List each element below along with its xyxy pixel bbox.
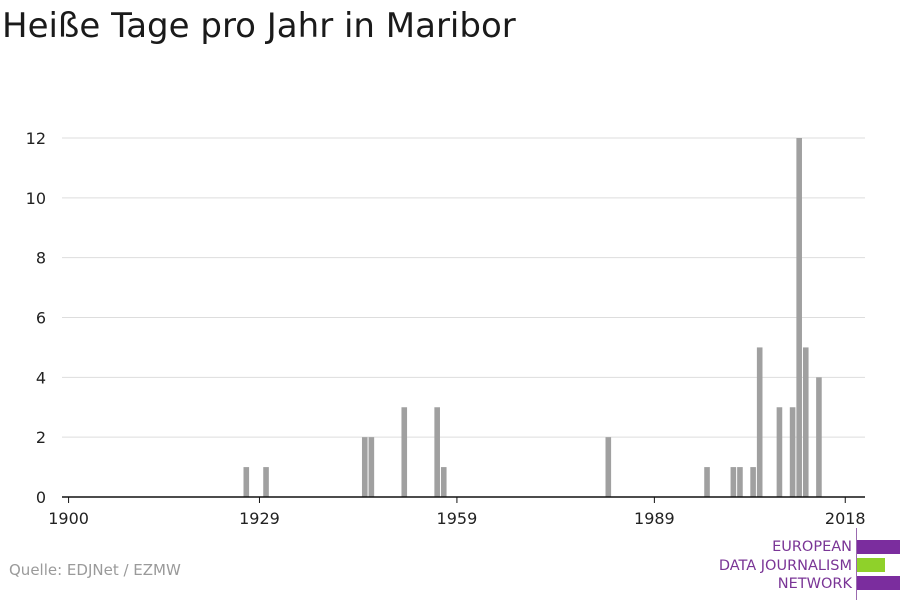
bars [243,138,822,497]
y-tick-label: 12 [26,129,46,148]
logo-text: EUROPEAN DATA JOURNALISM NETWORK [719,538,852,594]
bar-2008 [776,407,783,497]
logo-line-network: NETWORK [777,576,852,592]
bar-1956 [434,407,440,497]
y-tick-label: 2 [36,428,46,447]
logo-divider [856,528,857,600]
x-tick-label: 1989 [634,509,675,528]
bar-2001 [730,467,737,497]
bar-2004 [750,467,756,497]
logo-bar-middle [857,558,885,572]
logo-line-data-journalism: DATA JOURNALISM [718,557,852,574]
bar-1946 [368,437,375,497]
y-tick-labels: 0 2 4 6 8 10 12 [26,129,46,507]
y-tick-label: 4 [36,368,46,387]
bar-1957 [440,467,447,497]
x-tick-label: 1929 [239,509,280,528]
bar-2014 [816,377,822,497]
logo-bar-bottom [857,576,900,590]
bar-2005 [756,347,763,497]
y-tick-label: 0 [36,488,46,507]
x-tick-label: 1959 [437,509,478,528]
y-tick-label: 6 [36,309,46,328]
bar-2010 [789,407,796,497]
y-tick-label: 8 [36,249,46,268]
bar-2002 [737,467,743,497]
bar-2011 [796,138,802,497]
x-tick-labels: 1900 1929 1959 1989 2018 [48,509,865,528]
gridlines [62,137,865,438]
bar-1982 [605,437,612,497]
bar-1997 [704,467,710,497]
y-tick-label: 10 [26,189,46,208]
edjnet-logo: EUROPEAN DATA JOURNALISM NETWORK [700,528,900,600]
logo-bar-top [857,540,900,554]
source-note: Quelle: EDJNet / EZMW [9,561,181,579]
bar-1927 [243,467,250,497]
x-axis [62,496,865,503]
chart-title: Heiße Tage pro Jahr in Maribor [2,6,516,46]
bar-1930 [263,467,269,497]
x-tick-label: 2018 [825,509,866,528]
bar-1945 [361,437,368,497]
x-tick-label: 1900 [48,509,89,528]
logo-line-european: EUROPEAN [772,539,852,555]
bar-1951 [401,407,408,497]
bar-2012 [802,347,809,497]
